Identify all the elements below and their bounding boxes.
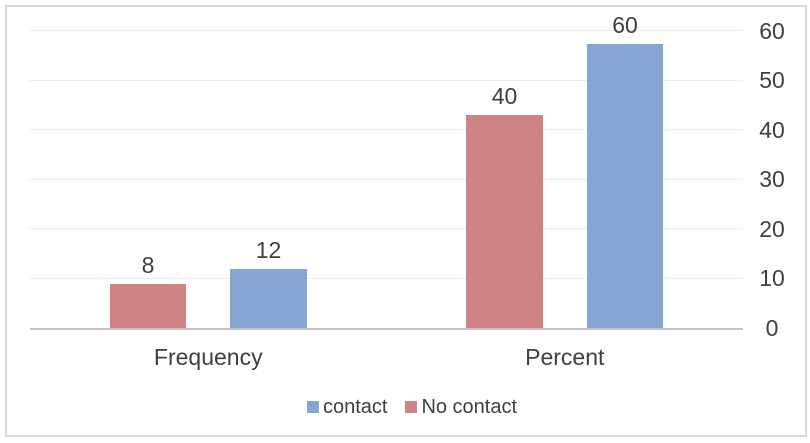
gridline [30, 178, 743, 180]
y-axis-tick-label: 30 [759, 166, 785, 193]
y-axis-tick-label: 40 [759, 116, 785, 143]
y-axis-tick-label: 60 [759, 17, 785, 44]
y-axis-tick-label: 0 [765, 315, 779, 341]
bar-value-label: 8 [141, 252, 155, 279]
bar-value-label: 40 [491, 82, 518, 109]
bar-contact-frequency [230, 269, 307, 328]
bar-contact-percent [586, 43, 664, 328]
bar-value-label: 60 [612, 11, 638, 38]
gridline [30, 228, 743, 230]
gridline [30, 79, 743, 81]
x-axis-category-label: Percent [525, 344, 605, 370]
chart-figure-border [5, 5, 807, 437]
legend: contact No contact [306, 396, 517, 418]
legend-item-no-contact: No contact [405, 396, 517, 418]
gridline [30, 277, 743, 279]
legend-label: No contact [421, 396, 518, 418]
legend-swatch-icon [306, 401, 319, 413]
y-axis-tick-label: 10 [759, 265, 785, 292]
legend-swatch-icon [405, 401, 418, 413]
gridline [30, 30, 743, 32]
legend-item-contact: contact [306, 396, 388, 418]
x-axis-category-label: Frequency [153, 344, 263, 370]
x-axis-line [30, 328, 743, 330]
y-axis-tick-label: 50 [759, 67, 785, 94]
legend-label: contact [322, 396, 388, 418]
y-axis-tick-label: 20 [759, 215, 785, 242]
bar-value-label: 12 [255, 237, 282, 264]
bar-no-contact-percent [466, 114, 543, 328]
bar-no-contact-frequency [109, 284, 187, 328]
gridline [30, 129, 743, 131]
